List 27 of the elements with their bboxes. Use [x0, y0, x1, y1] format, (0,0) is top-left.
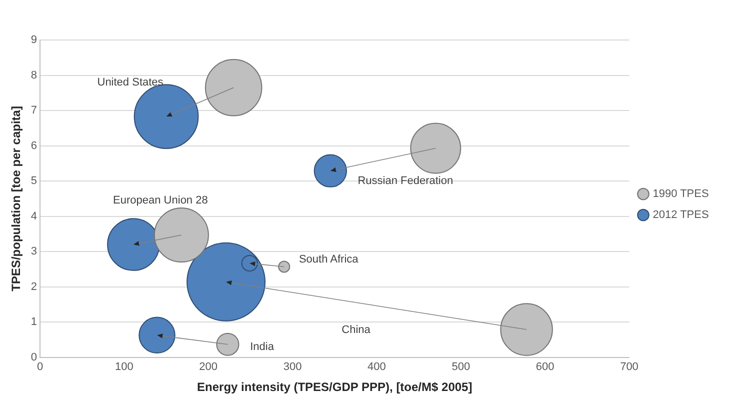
- y-axis-title: TPES/population [toe per capita]: [8, 106, 23, 292]
- x-tick-label: 400: [368, 361, 386, 374]
- x-axis-title: Energy intensity (TPES/GDP PPP), [toe/M$ 2005]: [197, 380, 472, 394]
- y-tick-label: 4: [30, 210, 37, 222]
- legend-label: 2012 TPES: [652, 209, 709, 222]
- x-tick-label: 200: [199, 361, 218, 374]
- y-tick-label: 5: [30, 175, 37, 188]
- annotation: China: [342, 324, 372, 336]
- y-tick-label: 6: [30, 140, 37, 152]
- annotation: European Union 28: [113, 194, 208, 207]
- y-tick-label: 0: [30, 351, 37, 364]
- annotation: India: [250, 341, 275, 354]
- y-tick-label: 8: [30, 69, 37, 82]
- x-tick-label: 100: [115, 361, 134, 374]
- x-tick-label: 500: [452, 361, 470, 374]
- annotation: Russian Federation: [358, 174, 454, 187]
- y-tick-label: 1: [30, 316, 37, 328]
- y-tick-label: 3: [30, 246, 37, 258]
- x-tick-label: 700: [620, 361, 638, 374]
- annotation: United States: [97, 76, 164, 89]
- x-tick-label: 600: [536, 361, 554, 374]
- y-tick-label: 2: [30, 280, 37, 293]
- legend-label: 1990 TPES: [652, 188, 709, 200]
- y-tick-label: 9: [30, 34, 37, 46]
- y-tick-label: 7: [30, 104, 37, 117]
- annotation: South Africa: [298, 253, 360, 266]
- x-tick-label: 300: [283, 361, 302, 374]
